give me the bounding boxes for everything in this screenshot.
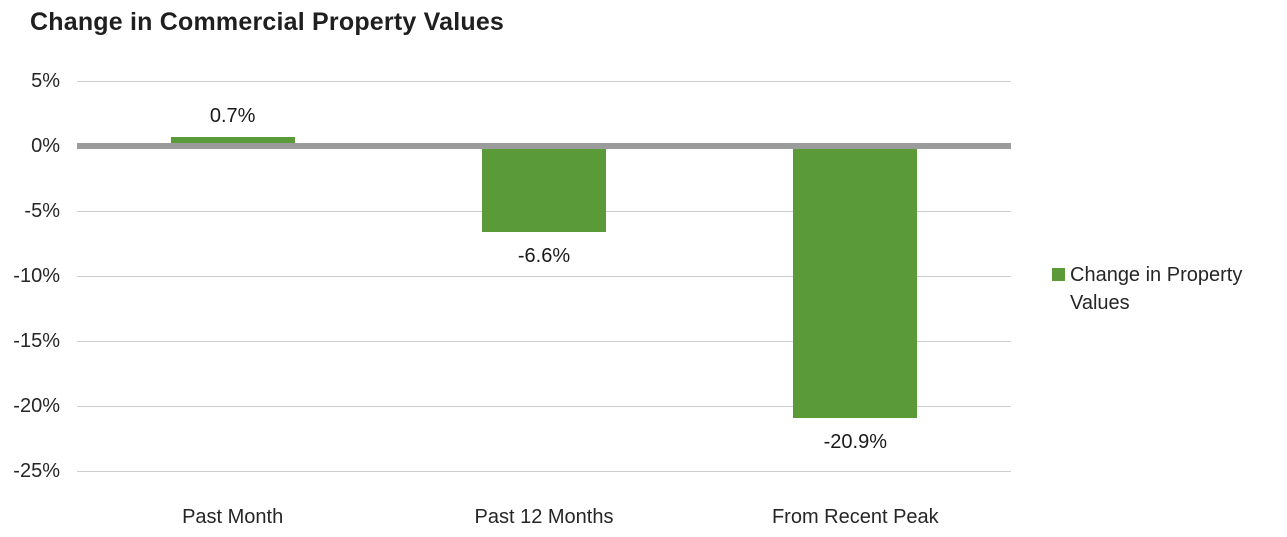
bar-value-label: 0.7% [209, 104, 256, 127]
bar [793, 146, 918, 418]
bar [170, 136, 295, 146]
y-tick-label: -25% [13, 460, 60, 482]
y-tick-label: 0% [31, 135, 60, 157]
y-tick-label: -5% [24, 200, 60, 222]
y-tick-label: 5% [31, 70, 60, 92]
bar-value-label: -6.6% [517, 244, 571, 267]
legend: Change in Property Values [1052, 261, 1262, 317]
x-category-label: From Recent Peak [771, 506, 939, 528]
gridline [77, 80, 1011, 82]
x-category-label: Past Month [182, 506, 284, 528]
x-category-label: Past 12 Months [474, 506, 614, 528]
y-tick-label: -10% [13, 265, 60, 287]
gridline [77, 275, 1011, 277]
bar-value-label: -20.9% [823, 430, 888, 453]
gridline [77, 405, 1011, 407]
y-tick-label: -15% [13, 330, 60, 352]
chart-title: Change in Commercial Property Values [30, 8, 505, 36]
y-tick-label: -20% [13, 395, 60, 417]
legend-series-label: Change in Property Values [1070, 264, 1243, 314]
gridline [77, 470, 1011, 472]
zero-line [77, 143, 1011, 149]
bar [482, 146, 606, 232]
gridline [77, 340, 1011, 342]
legend-swatch-icon [1052, 268, 1065, 281]
